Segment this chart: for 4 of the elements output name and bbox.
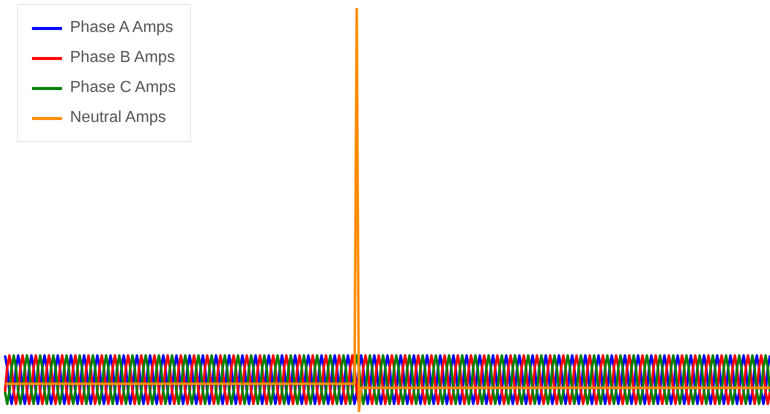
legend-label: Phase C Amps (70, 79, 176, 97)
legend-label: Neutral Amps (70, 109, 166, 127)
legend-label: Phase B Amps (70, 49, 175, 67)
legend-label: Phase A Amps (70, 19, 174, 37)
